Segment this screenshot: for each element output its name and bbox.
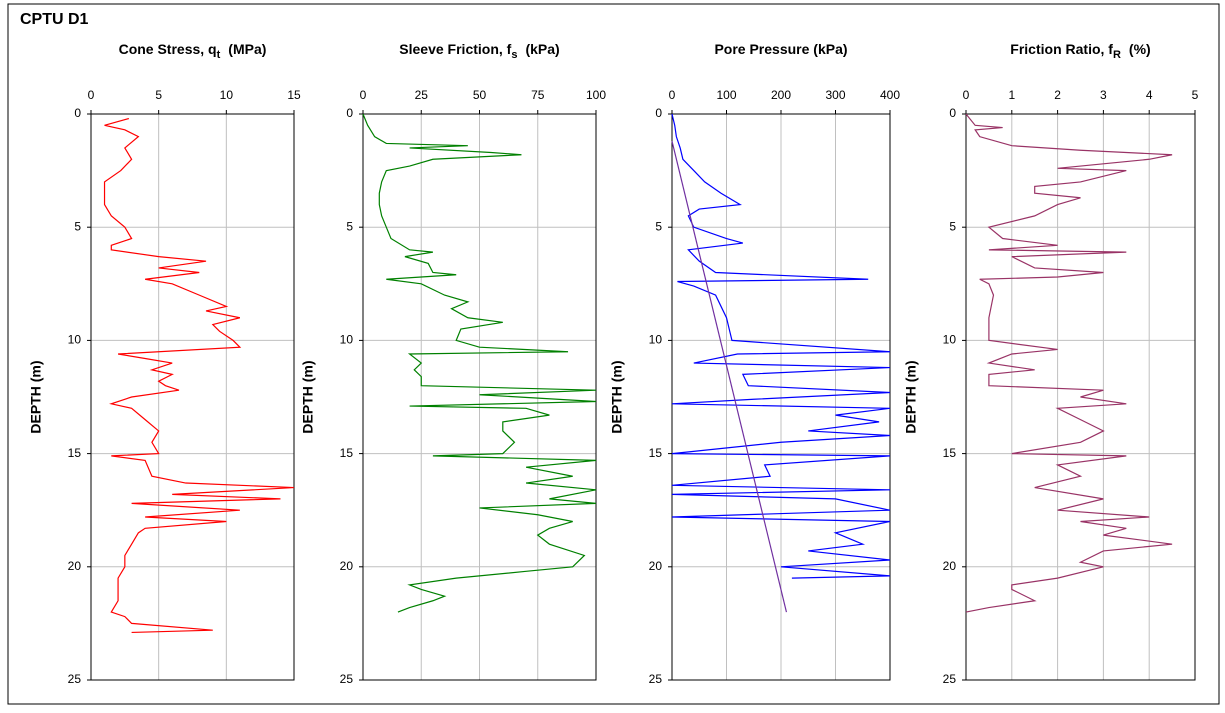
plot-area	[671, 113, 891, 681]
data-line	[671, 141, 788, 613]
y-tick-label: 5	[949, 219, 956, 233]
y-tick-label: 25	[68, 672, 82, 686]
panel-title: Sleeve Friction, fs (kPa)	[399, 41, 559, 61]
x-tick-label: 0	[669, 88, 676, 102]
y-tick-label: 15	[68, 446, 82, 460]
y-tick-label: 0	[346, 106, 353, 120]
y-axis-label: DEPTH (m)	[609, 360, 625, 433]
panel-title: Cone Stress, qt (MPa)	[119, 41, 267, 61]
x-tick-label: 3	[1100, 88, 1107, 102]
y-tick-label: 25	[943, 672, 957, 686]
x-tick-label: 75	[531, 88, 545, 102]
y-tick-label: 0	[74, 106, 81, 120]
plot-area	[90, 113, 295, 681]
x-tick-label: 25	[415, 88, 429, 102]
panel-title: Friction Ratio, fR (%)	[1010, 41, 1150, 61]
y-tick-label: 10	[649, 333, 663, 347]
y-axis-label: DEPTH (m)	[28, 360, 44, 433]
y-axis-label: DEPTH (m)	[903, 360, 919, 433]
x-tick-label: 0	[963, 88, 970, 102]
page-title: CPTU D1	[20, 11, 89, 28]
x-tick-label: 0	[88, 88, 95, 102]
y-tick-label: 10	[943, 333, 957, 347]
title-part: s	[511, 49, 517, 61]
data-line	[103, 117, 295, 634]
x-tick-label: 300	[825, 88, 845, 102]
frame	[7, 3, 1220, 705]
data-line	[362, 113, 597, 613]
title-part: Cone Stress, q	[119, 41, 217, 57]
data-line	[965, 113, 1173, 613]
x-tick-label: 10	[220, 88, 234, 102]
title-part: (MPa)	[228, 41, 266, 57]
y-tick-label: 5	[655, 219, 662, 233]
x-tick-label: 5	[155, 88, 162, 102]
y-tick-label: 10	[68, 333, 82, 347]
data-line	[671, 113, 891, 579]
x-tick-label: 15	[287, 88, 301, 102]
plot-area	[965, 113, 1196, 681]
title-part: t	[217, 49, 221, 61]
x-tick-label: 400	[880, 88, 900, 102]
y-tick-label: 15	[943, 446, 957, 460]
x-tick-label: 5	[1192, 88, 1199, 102]
x-tick-label: 1	[1008, 88, 1015, 102]
x-tick-label: 50	[473, 88, 487, 102]
title-part: Friction Ratio, f	[1010, 41, 1113, 57]
y-tick-label: 5	[74, 219, 81, 233]
y-tick-label: 20	[68, 559, 82, 573]
y-tick-label: 0	[655, 106, 662, 120]
title-part: (kPa)	[525, 41, 559, 57]
title-part: Pore Pressure (kPa)	[714, 41, 847, 57]
title-part: R	[1113, 49, 1121, 61]
y-tick-label: 20	[943, 559, 957, 573]
y-tick-label: 25	[340, 672, 354, 686]
y-tick-label: 15	[649, 446, 663, 460]
y-tick-label: 20	[340, 559, 354, 573]
y-tick-label: 25	[649, 672, 663, 686]
y-axis-label: DEPTH (m)	[300, 360, 316, 433]
x-tick-label: 200	[771, 88, 791, 102]
plot-area	[362, 113, 597, 681]
y-tick-label: 15	[340, 446, 354, 460]
y-tick-label: 10	[340, 333, 354, 347]
x-tick-label: 4	[1146, 88, 1153, 102]
x-tick-label: 0	[360, 88, 367, 102]
y-tick-label: 0	[949, 106, 956, 120]
title-part: Sleeve Friction, f	[399, 41, 511, 57]
title-part: (%)	[1129, 41, 1151, 57]
x-tick-label: 100	[716, 88, 736, 102]
x-tick-label: 2	[1054, 88, 1061, 102]
y-tick-label: 20	[649, 559, 663, 573]
y-tick-label: 5	[346, 219, 353, 233]
x-tick-label: 100	[586, 88, 606, 102]
panel-title: Pore Pressure (kPa)	[714, 41, 847, 57]
